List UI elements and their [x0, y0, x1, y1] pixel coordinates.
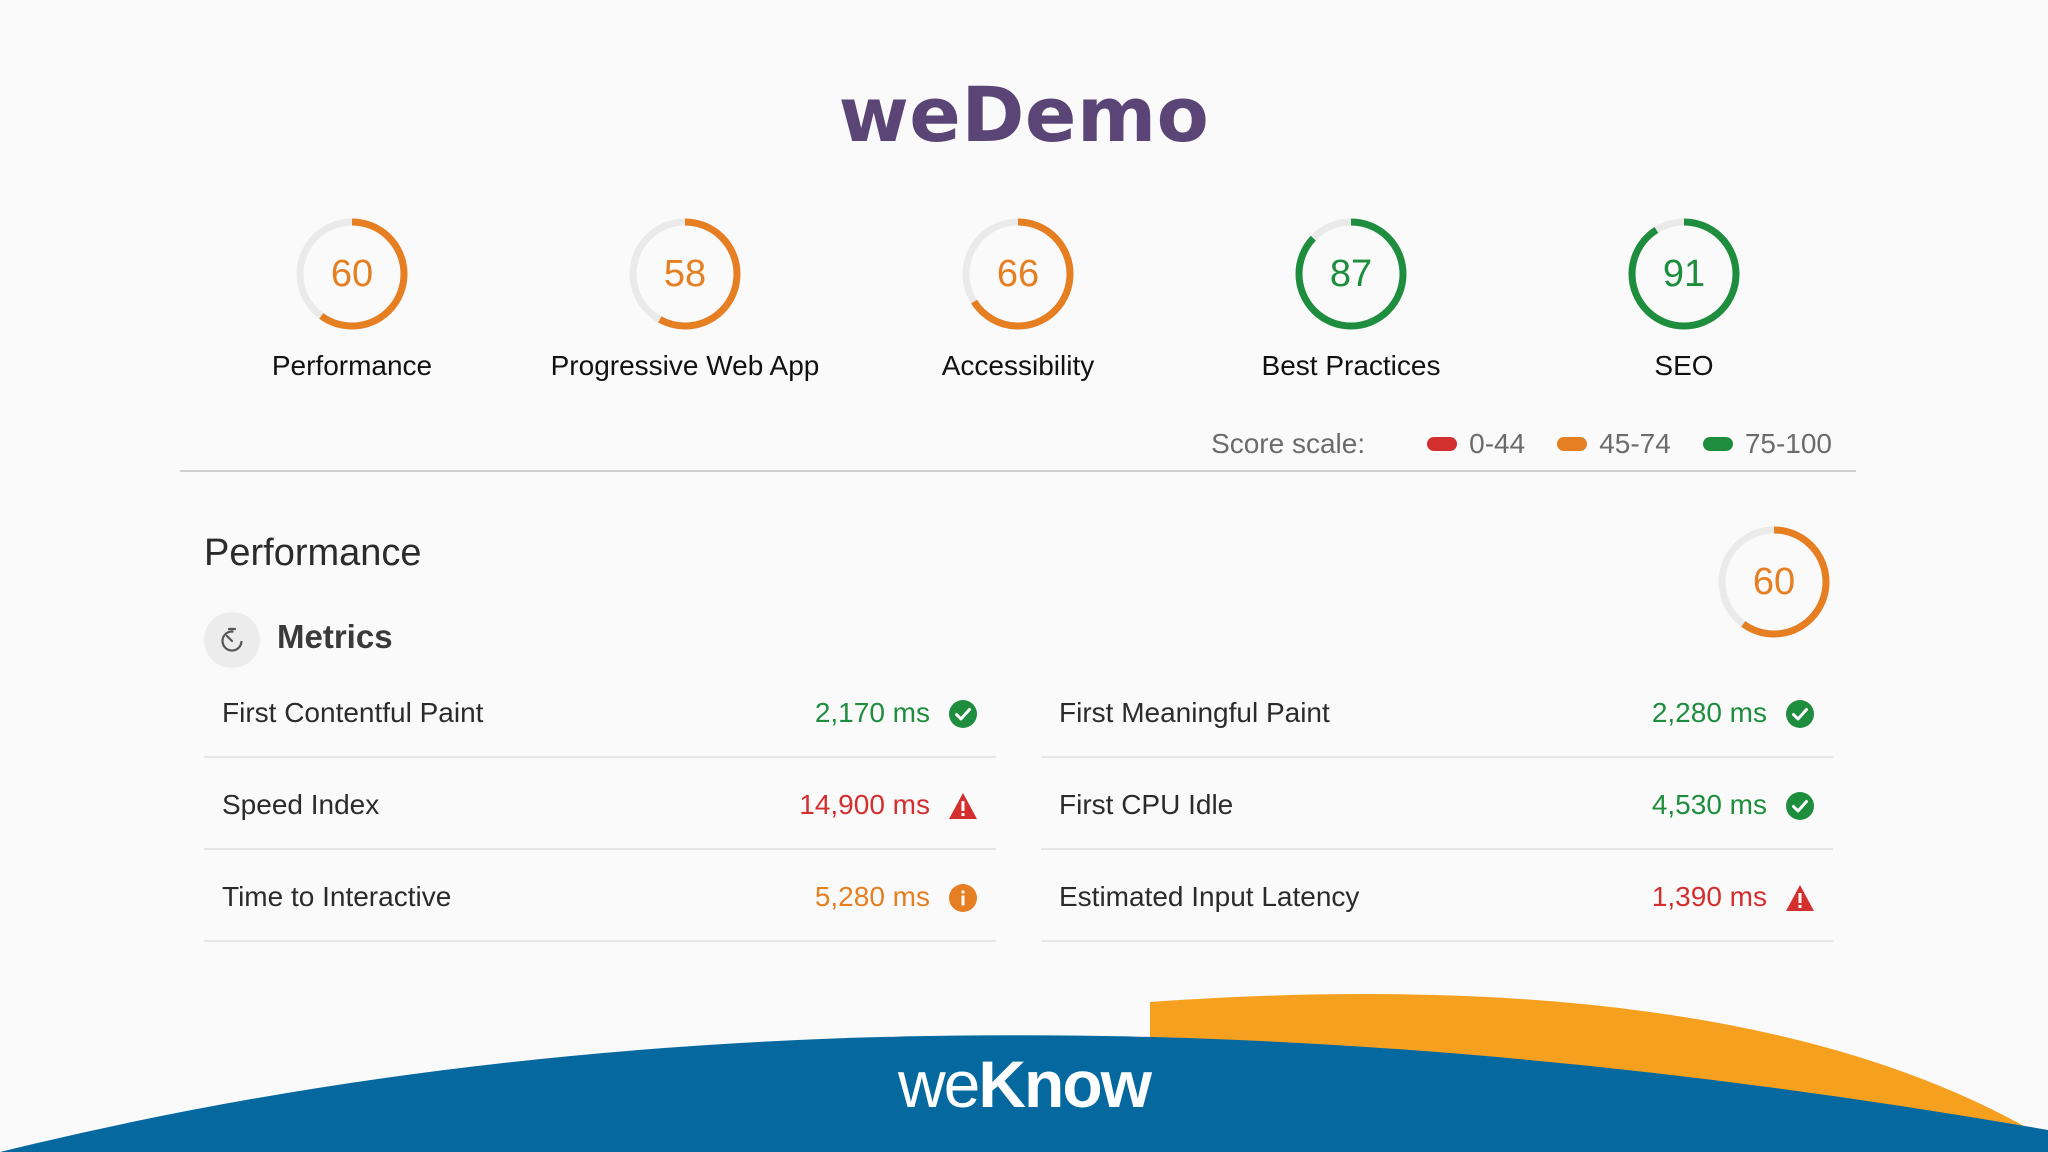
metric-row: First CPU Idle 4,530 ms — [1041, 760, 1833, 850]
gauge-ring — [962, 218, 1074, 330]
section-divider — [180, 470, 1856, 472]
scale-range-mid: 45-74 — [1557, 428, 1671, 460]
metric-name: Time to Interactive — [222, 881, 452, 912]
gauge-ring — [1718, 526, 1830, 638]
performance-section-gauge[interactable]: 60 — [1714, 522, 1834, 642]
gauge-ring — [629, 218, 741, 330]
warning-triangle-icon — [948, 791, 978, 821]
score-gauge-label[interactable]: Best Practices — [1261, 350, 1441, 381]
gauge-arc — [629, 218, 741, 330]
metric-name: Estimated Input Latency — [1059, 881, 1360, 912]
scale-range-label: 75-100 — [1744, 428, 1832, 459]
gauge-ring — [1628, 218, 1740, 330]
score-gauge-accessibility[interactable]: 66 — [958, 214, 1078, 334]
check-circle-icon — [948, 699, 978, 729]
score-gauge-label[interactable]: Performance — [271, 350, 433, 381]
metric-value: 2,280 ms — [1651, 697, 1767, 728]
gauge-ring — [1295, 218, 1407, 330]
scale-swatch-orange — [1557, 437, 1588, 451]
metric-row: Speed Index 14,900 ms — [204, 760, 996, 850]
scale-range-low: 0-44 — [1427, 428, 1525, 460]
score-gauge-performance[interactable]: 60 — [292, 214, 412, 334]
metric-name: First Meaningful Paint — [1059, 697, 1330, 728]
score-gauge-label[interactable]: Accessibility — [941, 350, 1095, 381]
section-title: Performance — [204, 532, 422, 574]
score-gauge-label[interactable]: Progressive Web App — [550, 350, 820, 381]
logo-light-text: we — [897, 1047, 980, 1121]
metric-row: Estimated Input Latency 1,390 ms — [1041, 852, 1833, 942]
scale-swatch-green — [1702, 437, 1733, 451]
metric-value: 2,170 ms — [814, 697, 930, 728]
warning-triangle-icon — [1785, 883, 1815, 913]
stopwatch-icon — [221, 627, 243, 652]
gauge-value: 60 — [330, 253, 374, 295]
gauge-arc — [296, 218, 408, 330]
score-scale: Score scale: 0-44 45-74 75-100 — [1211, 424, 1832, 464]
metric-name: First Contentful Paint — [222, 697, 484, 728]
gauge-value: 91 — [1662, 253, 1706, 295]
footer-wave-blue — [0, 1035, 2048, 1152]
metric-value: 1,390 ms — [1651, 881, 1767, 912]
check-circle-icon — [1785, 699, 1815, 729]
weknow-logo: weKnow — [0, 1046, 2048, 1122]
metric-name: First CPU Idle — [1059, 789, 1234, 820]
logo-bold-text: Know — [978, 1047, 1152, 1121]
gauge-value: 66 — [996, 253, 1040, 295]
metric-value: 5,280 ms — [814, 881, 930, 912]
metric-row: First Contentful Paint 2,170 ms — [204, 668, 996, 758]
score-gauge-progressive-web-app[interactable]: 58 — [625, 214, 745, 334]
footer-wave — [0, 994, 2048, 1152]
metrics-icon-badge — [204, 612, 260, 668]
metric-row: Time to Interactive 5,280 ms — [204, 852, 996, 942]
score-gauge-seo[interactable]: 91 — [1624, 214, 1744, 334]
gauge-value: 87 — [1329, 253, 1373, 295]
score-gauge-best-practices[interactable]: 87 — [1291, 214, 1411, 334]
scale-range-high: 75-100 — [1702, 428, 1832, 460]
gauge-value: 60 — [1752, 561, 1796, 603]
gauge-arc — [1718, 526, 1830, 638]
metric-value: 14,900 ms — [799, 789, 930, 820]
scale-swatch-red — [1427, 437, 1458, 451]
metrics-heading: Metrics — [277, 618, 393, 655]
metric-value: 4,530 ms — [1651, 789, 1767, 820]
gauge-arc — [962, 218, 1074, 330]
page-title: weDemo — [838, 70, 1210, 159]
gauge-ring — [296, 218, 408, 330]
metric-row: First Meaningful Paint 2,280 ms — [1041, 668, 1833, 758]
info-circle-icon — [948, 883, 978, 913]
gauge-value: 58 — [663, 253, 707, 295]
gauge-arc — [1628, 218, 1740, 330]
score-gauge-label[interactable]: SEO — [1654, 350, 1714, 381]
scale-range-label: 0-44 — [1469, 428, 1526, 459]
gauge-arc — [1295, 218, 1407, 330]
scale-range-label: 45-74 — [1599, 428, 1671, 459]
check-circle-icon — [1785, 791, 1815, 821]
score-scale-label: Score scale: — [1211, 428, 1366, 459]
metric-name: Speed Index — [222, 789, 380, 820]
